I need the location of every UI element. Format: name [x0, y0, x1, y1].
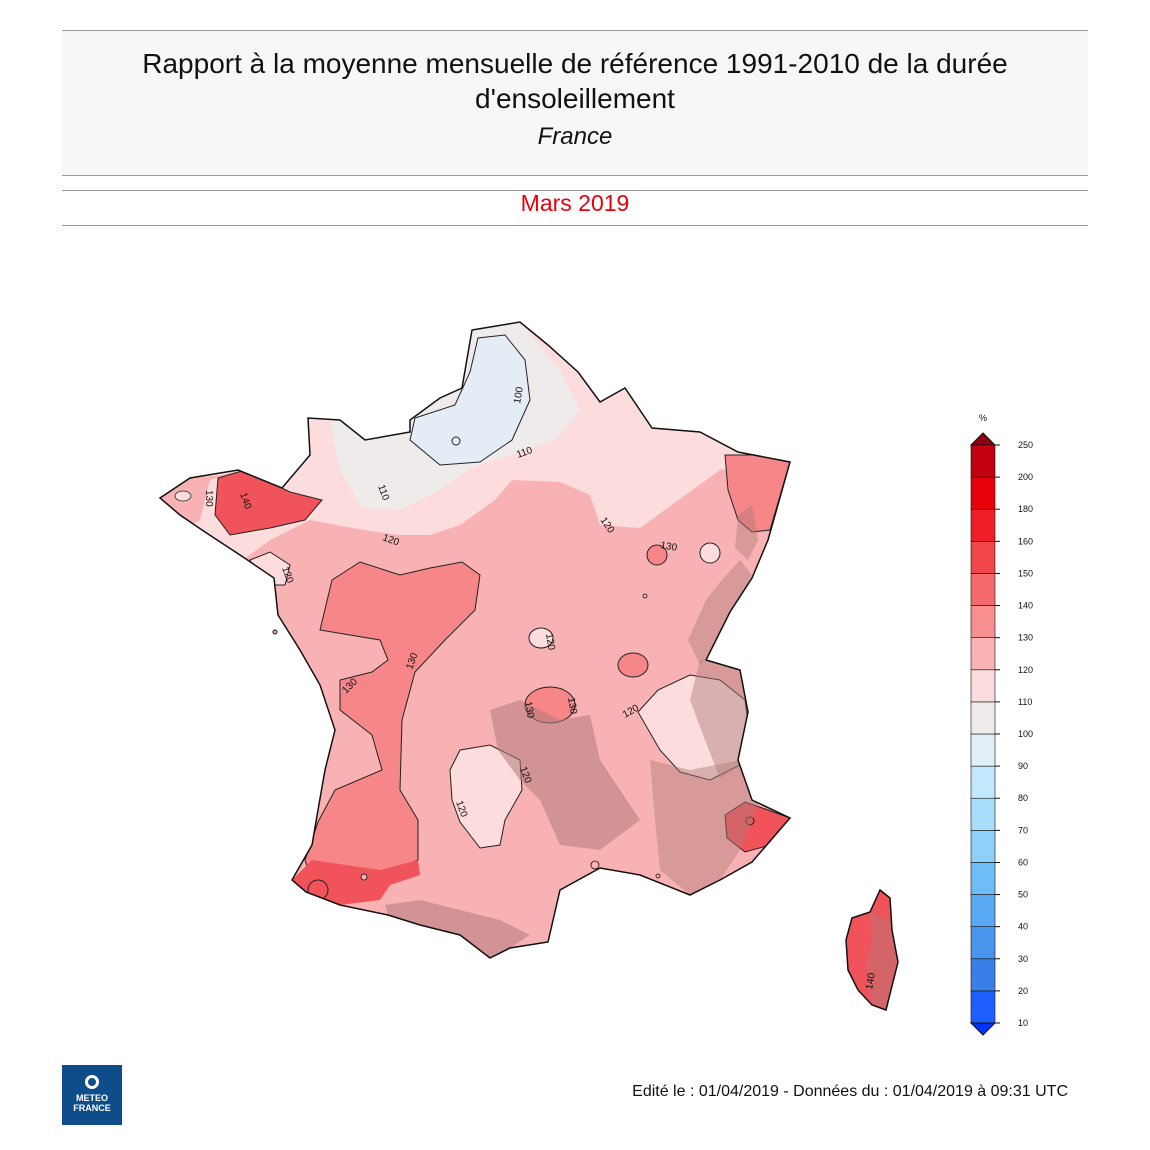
legend-tick-label: 20 [1018, 986, 1028, 996]
zone-120-lorraine [699, 542, 721, 564]
isle-mark [272, 629, 278, 635]
legend-tick-label: 200 [1018, 472, 1033, 482]
legend-cell [970, 926, 996, 960]
legend-tick-label: 150 [1018, 568, 1033, 578]
map-subtitle: France [537, 123, 613, 150]
legend-cell [970, 894, 996, 927]
period-label: Mars 2019 [520, 190, 630, 216]
legend-cell [970, 765, 996, 799]
legend-cell [970, 797, 996, 831]
relief-provence [650, 760, 760, 895]
legend-tick-label: 10 [1018, 1018, 1028, 1028]
legend-cell [970, 733, 996, 767]
contour-label-130: 130 [203, 490, 214, 507]
legend-tick-label: 90 [1018, 761, 1028, 771]
title-line-2: d'ensoleillement [475, 83, 675, 114]
logo-line-1: METEO [75, 1093, 108, 1103]
logo-line-2: FRANCE [73, 1103, 111, 1113]
legend-cell [970, 701, 996, 735]
zone-120-central [449, 744, 523, 849]
corsica-coastline [845, 888, 899, 1011]
map-title: Rapport à la moyenne mensuelle de référe… [62, 46, 1088, 116]
mainland-fill [160, 322, 790, 958]
legend-cell [969, 1022, 997, 1036]
zone-120-islet [174, 490, 192, 502]
legend-cell [970, 444, 996, 478]
legend-tick-label: 80 [1018, 793, 1028, 803]
legend-cell [970, 605, 996, 638]
legend-cell [970, 573, 996, 606]
divider-bottom [62, 225, 1088, 226]
legend-tick-label: 60 [1018, 857, 1028, 867]
title-panel: Rapport à la moyenne mensuelle de référe… [62, 30, 1088, 176]
relief-pyrenees [385, 900, 530, 958]
legend-tick-label: 40 [1018, 922, 1028, 932]
relief-alps [690, 660, 752, 778]
corsica-fill [846, 890, 898, 1010]
title-line-1: Rapport à la moyenne mensuelle de référe… [142, 48, 1008, 79]
legend-cell [970, 476, 996, 510]
contour-label-130: 130 [565, 697, 579, 716]
legend-cell [970, 958, 996, 992]
legend-cell [970, 830, 996, 863]
legend-tick-label: 130 [1018, 633, 1033, 643]
isle-mark [655, 873, 661, 879]
contour-label-130: 130 [522, 701, 536, 720]
legend-tick-label: 250 [1018, 440, 1033, 450]
relief-massif-central [490, 700, 640, 850]
zone-120-loire [528, 627, 554, 649]
legend-unit: % [979, 413, 987, 423]
legend-cell [969, 432, 997, 446]
isle-mark [360, 873, 368, 881]
contour-label-100: 100 [512, 386, 526, 405]
zone-100 [409, 334, 531, 466]
zone-140-burgundy [617, 652, 649, 678]
zone-100-dot [451, 436, 461, 446]
legend-cell [970, 990, 996, 1024]
legend-cell [970, 862, 996, 895]
legend-cell [970, 541, 996, 574]
zone-150-dot [745, 816, 755, 826]
legend-cell [970, 637, 996, 671]
divider-top [62, 190, 1088, 191]
edition-footer: Edité le : 01/04/2019 - Données du : 01/… [632, 1083, 1068, 1100]
relief-vosges [735, 505, 758, 560]
isle-mark [590, 860, 600, 870]
legend-cell [970, 669, 996, 703]
isle-mark [642, 593, 648, 599]
legend-tick-label: 50 [1018, 890, 1028, 900]
legend-tick-label: 100 [1018, 729, 1033, 739]
relief-corsica [866, 912, 898, 1010]
legend-tick-label: 160 [1018, 536, 1033, 546]
legend-tick-label: 180 [1018, 504, 1033, 514]
legend-tick-label: 70 [1018, 825, 1028, 835]
legend-cell [970, 508, 996, 542]
contour-label-110: 110 [515, 445, 534, 461]
legend-colorbar: % 10 20 30 40 50 60 70 80 90 100 110 120 130 140 150 16… [969, 413, 1033, 1036]
legend-tick-label: 140 [1018, 601, 1033, 611]
contour-label-110: 110 [375, 483, 391, 502]
contour-label-130: 130 [659, 540, 678, 554]
contour-label-140: 140 [864, 972, 878, 991]
zone-140-champagne [646, 544, 668, 566]
logo-emblem-icon [85, 1075, 99, 1089]
contour-label-120: 120 [543, 633, 557, 652]
legend-tick-label: 30 [1018, 954, 1028, 964]
relief-jura [688, 560, 752, 665]
legend-tick-label: 120 [1018, 665, 1033, 675]
meteo-france-logo: METEO FRANCE [62, 1065, 122, 1125]
legend-tick-label: 110 [1018, 697, 1032, 707]
